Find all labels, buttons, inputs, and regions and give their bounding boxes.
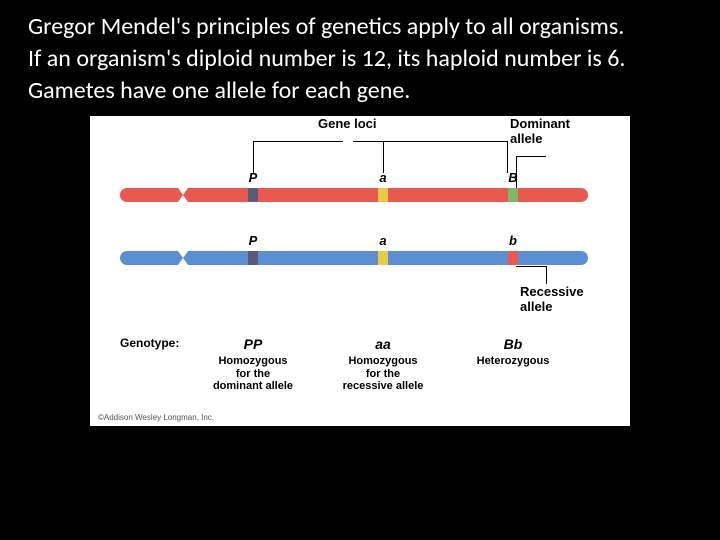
- genotype-desc: Heterozygous: [458, 355, 568, 368]
- band-label: P: [245, 233, 261, 248]
- band-a: [378, 188, 388, 202]
- leader-line: [253, 141, 343, 142]
- label-recessive-text: Recessiveallele: [520, 284, 584, 314]
- leader-line: [546, 266, 547, 284]
- chromosome-body: [120, 251, 588, 265]
- band-label: b: [505, 233, 521, 248]
- label-gene-loci: Gene loci: [318, 116, 377, 131]
- genotype-val: PP: [198, 336, 308, 352]
- label-dominant-allele: Dominantallele: [510, 116, 580, 146]
- band-label: P: [245, 170, 261, 185]
- genotype-desc: Homozygous for the recessive allele: [328, 355, 438, 393]
- genotype-val: Bb: [458, 336, 568, 352]
- band-label: a: [375, 170, 391, 185]
- leader-line: [253, 141, 254, 173]
- band-P: [248, 251, 258, 265]
- band-label: B: [505, 170, 521, 185]
- leader-line: [397, 141, 507, 142]
- band-P: [248, 188, 258, 202]
- text-line-1: Gregor Mendel's principles of genetics a…: [28, 12, 692, 42]
- band-B: [508, 188, 518, 202]
- leader-line: [516, 266, 546, 267]
- text-line-2: If an organism's diploid number is 12, i…: [28, 44, 692, 74]
- genotype-desc: Homozygous for the dominant allele: [198, 355, 308, 393]
- leader-line: [516, 156, 546, 157]
- chromosome-body: [120, 188, 588, 202]
- band-label: a: [375, 233, 391, 248]
- leader-line: [383, 141, 384, 173]
- copyright-text: ©Addison Wesley Longman, Inc.: [98, 413, 214, 422]
- genotype-col: PP Homozygous for the dominant allele: [198, 336, 308, 393]
- label-dominant-text: Dominantallele: [510, 116, 580, 146]
- genotype-col: aa Homozygous for the recessive allele: [328, 336, 438, 393]
- genotype-col: Bb Heterozygous: [458, 336, 568, 368]
- band-b: [508, 251, 518, 265]
- leader-line: [353, 141, 397, 142]
- genotype-label: Genotype:: [120, 336, 179, 350]
- leader-line: [507, 141, 508, 173]
- band-a: [378, 251, 388, 265]
- slide-text: Gregor Mendel's principles of genetics a…: [0, 0, 720, 106]
- text-line-3: Gametes have one allele for each gene.: [28, 76, 692, 106]
- label-recessive-allele: Recessiveallele: [520, 284, 600, 314]
- genotype-val: aa: [328, 336, 438, 352]
- genetics-diagram: Gene loci Dominantallele P a B: [90, 116, 630, 426]
